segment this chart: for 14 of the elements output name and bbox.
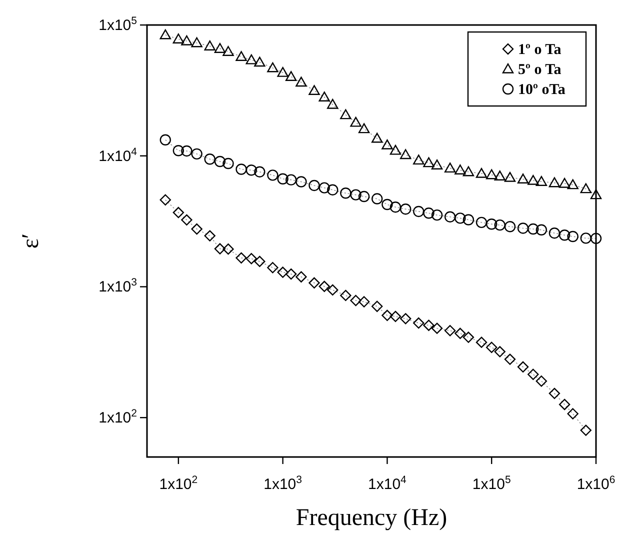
- y-tick-label: 1x10$^{5}$: [98, 15, 138, 34]
- y-tick-label: 1x10$^{3}$: [98, 276, 138, 296]
- y-axis-title: ε′: [18, 233, 44, 249]
- y-tick-label: 1x10$^{2}$: [98, 408, 138, 427]
- x-tick-label: 1x10$^{5}$: [472, 474, 511, 493]
- legend-label: 10º oTa: [518, 82, 566, 98]
- x-tick-label: 1x10$^{3}$: [264, 474, 302, 493]
- x-axis-title: Frequency (Hz): [296, 505, 448, 531]
- legend-label: 5º o Ta: [518, 62, 562, 78]
- legend-label: 1º o Ta: [518, 42, 562, 58]
- x-tick-label: 1x10$^{4}$: [368, 474, 407, 493]
- x-tick-label: 1x10$^{2}$: [159, 474, 198, 493]
- x-tick-label: 1x10$^{6}$: [576, 474, 616, 493]
- y-tick-label: 1x10$^{4}$: [98, 146, 138, 165]
